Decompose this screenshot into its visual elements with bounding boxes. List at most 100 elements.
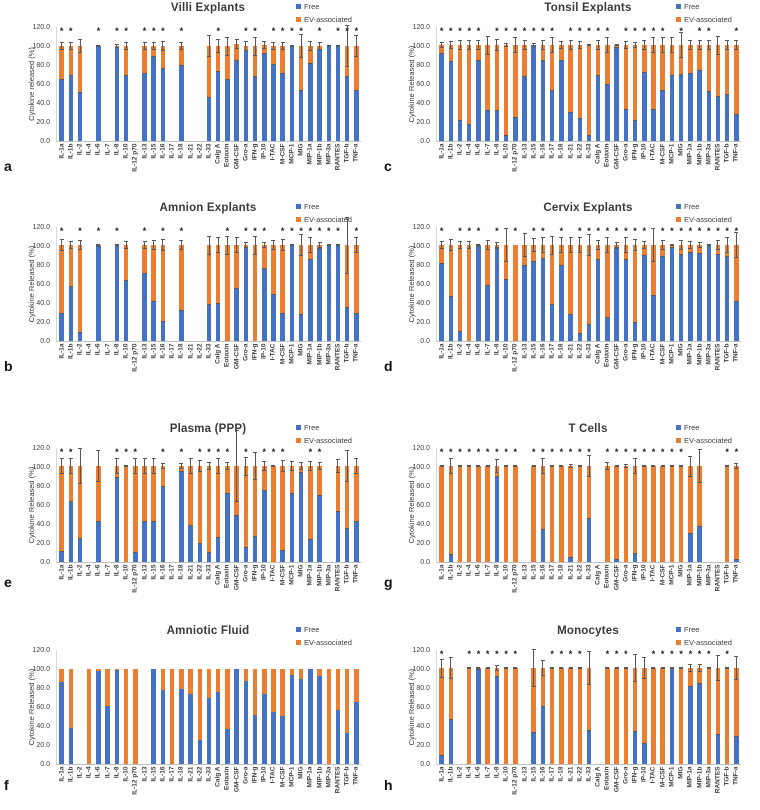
- junction-error-cap: [151, 521, 156, 523]
- bar-ev-segment: [354, 466, 359, 522]
- free-legend-swatch: [676, 627, 681, 632]
- x-tick-label: IL-7: [104, 143, 112, 155]
- error-bar-cap: [485, 668, 490, 669]
- junction-error-cap: [216, 303, 221, 304]
- error-bar-cap: [151, 42, 156, 44]
- free-legend-label: Free: [684, 423, 700, 432]
- plot-area-g: * IL-1a * IL-1b * IL-2 * IL-4 * IL-6 * IL-7 * IL-8 * IL…: [436, 447, 741, 592]
- error-bar: [79, 448, 81, 485]
- junction-error-cap: [633, 730, 638, 732]
- error-bar-cap: [605, 37, 610, 39]
- significance-asterisk: *: [614, 447, 619, 457]
- bar-ev-segment: [457, 45, 463, 121]
- bar-ev-segment: [466, 668, 472, 764]
- error-bar-cap: [207, 253, 211, 255]
- significance-asterisk: *: [161, 226, 165, 236]
- bar-free-segment: [494, 247, 500, 341]
- junction-error-cap: [697, 525, 702, 527]
- significance-asterisk: *: [299, 226, 303, 236]
- bar-ev-segment: [503, 466, 509, 562]
- junction-error-cap: [271, 294, 276, 296]
- bar-free-segment: [252, 76, 258, 141]
- error-bar: [699, 448, 701, 484]
- error-bar-cap: [476, 465, 481, 467]
- x-tick-label: Gro-a: [242, 143, 250, 161]
- error-bar-cap: [308, 461, 313, 463]
- error-bar: [542, 660, 544, 676]
- x-tick-label: IL-13: [141, 766, 148, 782]
- x-tick-label: TNF-a: [732, 766, 740, 785]
- junction-error-cap: [299, 89, 304, 91]
- error-bar-cap: [78, 483, 83, 485]
- x-tick-label: IL-17: [548, 343, 556, 359]
- error-bar-cap: [114, 44, 119, 46]
- junction-error-cap: [234, 514, 239, 516]
- error-bar-cap: [642, 40, 647, 42]
- y-tick-label: 20.0: [416, 118, 430, 126]
- error-bar-cap: [660, 248, 665, 250]
- bar-free-segment: [160, 486, 166, 562]
- error-bar-cap: [151, 248, 156, 250]
- x-tick-label: IL-8: [113, 766, 121, 778]
- bar-free-segment: [96, 46, 101, 141]
- x-tick-label: TGF-b: [343, 766, 351, 786]
- x-tick-label: I-TAC: [269, 143, 277, 160]
- bar-free-segment: [522, 265, 527, 341]
- error-bar-cap: [642, 247, 647, 249]
- x-tick-label: MIP-1a: [686, 343, 694, 364]
- significance-asterisk: *: [262, 447, 267, 457]
- significance-asterisk: *: [596, 226, 600, 236]
- bar-free-segment: [123, 75, 129, 141]
- bar-ev-segment: [586, 466, 592, 519]
- junction-error-cap: [494, 675, 499, 677]
- x-tick-label: IL-2: [76, 143, 84, 155]
- junction-error-cap: [587, 135, 591, 137]
- error-bar: [634, 653, 636, 683]
- x-tick-label: IL-2: [456, 143, 464, 155]
- error-bar-cap: [114, 472, 119, 474]
- error-bar: [355, 34, 357, 58]
- error-bar-cap: [605, 462, 610, 464]
- error-bar-cap: [679, 667, 684, 669]
- x-tick-label: IL-22: [196, 343, 204, 359]
- error-bar-cap: [345, 449, 350, 451]
- significance-asterisk: *: [161, 26, 165, 36]
- error-bar-cap: [614, 466, 619, 467]
- error-bar-cap: [614, 246, 619, 248]
- error-bar-cap: [485, 35, 490, 37]
- significance-asterisk: *: [458, 26, 462, 36]
- junction-error-cap: [59, 550, 64, 552]
- bar-free-segment: [234, 514, 239, 562]
- error-bar-cap: [633, 46, 638, 48]
- bar-free-segment: [252, 536, 258, 562]
- bar-ev-segment: [494, 668, 500, 676]
- bar-ev-segment: [688, 466, 693, 533]
- junction-error-cap: [642, 254, 647, 256]
- error-bar-cap: [715, 654, 720, 656]
- error-bar-cap: [114, 244, 119, 246]
- junction-error-cap: [151, 55, 156, 57]
- panel-letter-a: a: [4, 158, 12, 174]
- error-bar-cap: [669, 51, 674, 53]
- error-bar: [272, 42, 274, 50]
- significance-asterisk: *: [69, 26, 73, 36]
- error-bar-cap: [262, 47, 267, 49]
- y-tick-label: 100.0: [412, 42, 430, 50]
- error-bar-cap: [476, 244, 481, 246]
- junction-error-cap: [243, 246, 248, 248]
- junction-error-cap: [550, 303, 555, 305]
- error-bar-cap: [68, 42, 73, 44]
- significance-asterisk: *: [290, 226, 294, 236]
- error-bar: [236, 39, 238, 49]
- error-bar-cap: [734, 231, 739, 233]
- bar-free-segment: [271, 294, 276, 341]
- error-bar-cap: [78, 39, 83, 41]
- y-tick-label: 40.0: [36, 520, 50, 528]
- error-bar-cap: [96, 244, 101, 246]
- error-bar-cap: [633, 249, 638, 251]
- y-tick-label: 20.0: [416, 741, 430, 749]
- bar-ev-segment: [651, 466, 656, 562]
- significance-asterisk: *: [495, 447, 499, 457]
- free-legend-swatch: [296, 204, 301, 209]
- x-tick-label: Calg A: [594, 143, 602, 164]
